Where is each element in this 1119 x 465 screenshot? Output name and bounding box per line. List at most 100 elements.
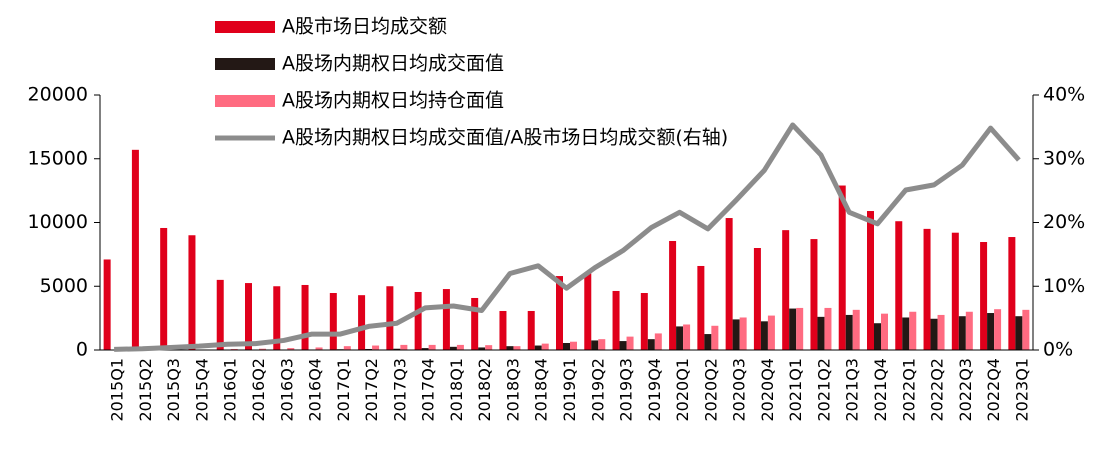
bar [753, 248, 761, 350]
x-tick-label: 2023Q1 [1012, 358, 1031, 422]
bar [598, 339, 606, 350]
bar [478, 347, 486, 350]
bar [485, 345, 493, 350]
bar [782, 230, 790, 350]
bar [541, 343, 549, 350]
y2-tick-label: 0% [1043, 339, 1073, 361]
bar [923, 228, 931, 350]
x-tick-label: 2015Q4 [192, 358, 211, 422]
bar [386, 286, 394, 350]
bar [372, 345, 380, 350]
bar [725, 218, 733, 350]
bar [471, 297, 479, 350]
x-tick-label: 2018Q3 [503, 358, 522, 422]
x-tick-label: 2018Q1 [447, 358, 466, 422]
x-tick-label: 2020Q2 [701, 358, 720, 422]
bar [103, 259, 111, 350]
legend-label: A股场内期权日均成交面值 [282, 53, 504, 75]
line [114, 122, 1021, 352]
bar [654, 333, 662, 350]
x-tick-label: 2019Q3 [617, 358, 636, 422]
bar [612, 290, 620, 350]
bar [343, 346, 351, 350]
y-tick-label: 5000 [40, 275, 88, 297]
bar [245, 283, 252, 350]
legend-swatch [215, 58, 275, 70]
bar [584, 273, 592, 350]
bar [591, 340, 599, 350]
bar [647, 339, 655, 350]
bar [287, 348, 295, 350]
y-tick-label: 10000 [28, 211, 88, 233]
bar [845, 314, 853, 350]
bar [874, 323, 881, 350]
x-tick-label: 2022Q3 [956, 358, 975, 422]
bar [697, 265, 705, 350]
bar [428, 344, 436, 350]
bar [867, 211, 874, 350]
bar [329, 293, 337, 350]
x-tick-label: 2015Q3 [164, 358, 183, 422]
legend-swatch [215, 95, 275, 107]
bar [188, 235, 196, 350]
x-tick-label: 2016Q1 [221, 358, 240, 422]
bar [704, 334, 712, 350]
x-tick-label: 2022Q2 [928, 358, 947, 422]
x-tick-label: 2021Q2 [814, 358, 833, 422]
bar [556, 276, 563, 350]
bar [131, 149, 139, 350]
bar [456, 344, 464, 350]
bar [965, 311, 973, 350]
bar [676, 326, 684, 350]
bar [881, 313, 888, 350]
x-tick-label: 2016Q3 [277, 358, 296, 422]
bar [930, 318, 938, 350]
bar [980, 242, 988, 350]
bar [1015, 316, 1023, 350]
x-tick-label: 2017Q2 [362, 358, 381, 422]
y2-tick-label: 20% [1043, 211, 1085, 233]
x-tick-label: 2019Q2 [588, 358, 607, 422]
bar [499, 310, 507, 350]
x-tick-label: 2021Q1 [786, 358, 805, 422]
x-tick-label: 2019Q1 [560, 358, 579, 422]
bar [273, 286, 281, 350]
x-tick-label: 2015Q2 [136, 358, 155, 422]
x-tick-label: 2017Q4 [419, 358, 438, 422]
bar [852, 309, 860, 350]
bar [987, 313, 995, 350]
x-tick-label: 2018Q2 [475, 358, 494, 422]
bar [817, 316, 825, 350]
bar [534, 345, 542, 350]
bar [626, 336, 634, 350]
x-tick-label: 2019Q4 [645, 358, 664, 422]
bar [570, 341, 577, 350]
legend-label: A股场内期权日均持仓面值 [282, 90, 504, 112]
bar [301, 284, 309, 350]
bar [640, 293, 648, 350]
y2-tick-label: 30% [1043, 147, 1085, 169]
bar [315, 347, 323, 350]
legend-label: A股市场日均成交额 [282, 16, 447, 38]
bar [994, 309, 1002, 350]
bar [739, 317, 747, 350]
bar [513, 346, 521, 350]
y2-tick-label: 10% [1043, 275, 1085, 297]
bar [259, 348, 266, 350]
bar [563, 342, 570, 350]
bar [958, 316, 966, 350]
y-tick-label: 15000 [28, 147, 88, 169]
x-tick-label: 2015Q1 [108, 358, 127, 422]
bar [1022, 309, 1030, 350]
bar [421, 348, 429, 350]
bar [449, 346, 457, 350]
x-tick-label: 2022Q4 [984, 358, 1003, 422]
bar [902, 317, 910, 350]
bar [527, 310, 535, 350]
bar [442, 289, 450, 350]
x-tick-label: 2020Q4 [758, 358, 777, 422]
y-tick-label: 0 [76, 339, 88, 361]
bar [824, 307, 832, 350]
legend-swatch [215, 21, 275, 33]
